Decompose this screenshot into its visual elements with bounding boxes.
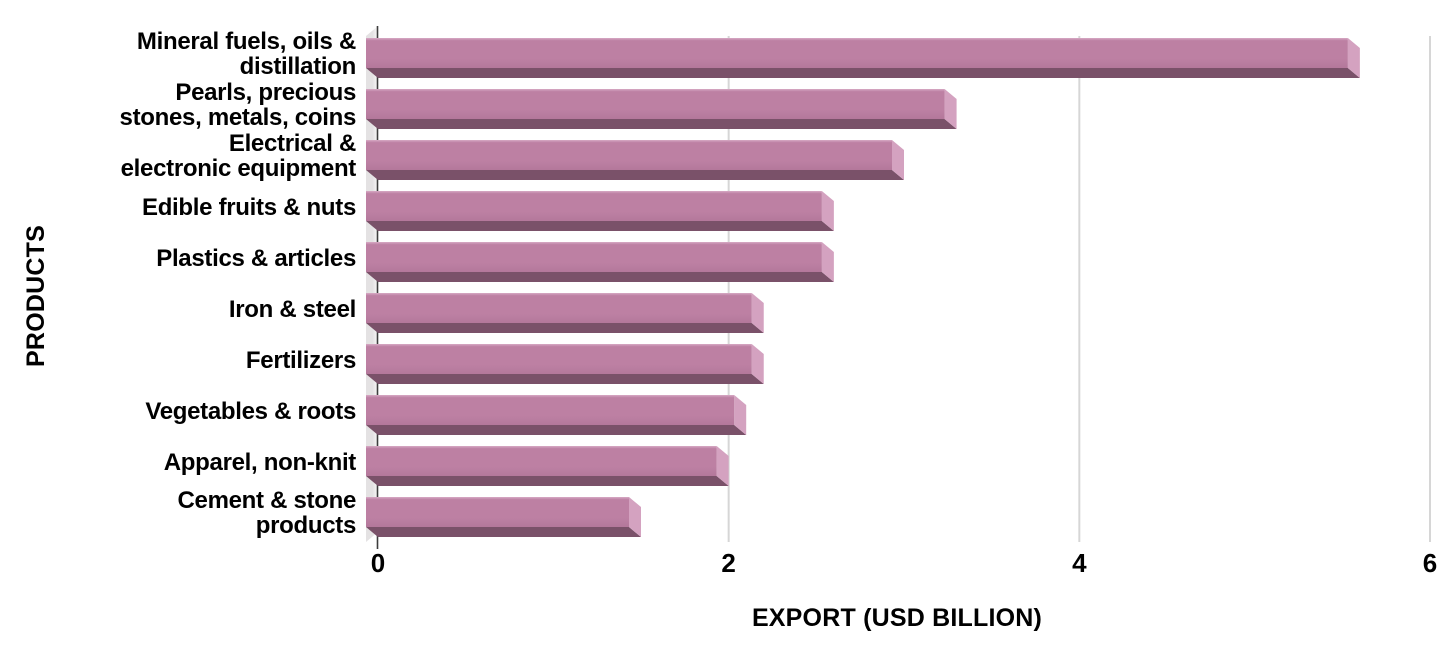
bar-end-face — [751, 293, 764, 333]
bar-bottom-face — [366, 323, 764, 333]
bar-end-face — [716, 446, 729, 486]
bar[interactable] — [366, 446, 729, 486]
bar[interactable] — [366, 395, 747, 435]
bar-front-face — [366, 395, 735, 425]
bar-front-face — [366, 140, 892, 170]
bar-bottom-face — [366, 272, 834, 282]
x-tick-labels: 0 2 4 6 — [371, 548, 1437, 578]
y-axis-title: PRODUCTS — [22, 225, 50, 367]
category-label: Edible fruits & nuts — [142, 194, 356, 221]
category-label: Plastics & articles — [156, 245, 356, 272]
x-tick-label: 4 — [1072, 548, 1087, 578]
bar-bottom-face — [366, 68, 1360, 78]
bar[interactable] — [366, 242, 834, 282]
bar-front-face — [366, 497, 629, 527]
bar-end-face — [1347, 38, 1360, 78]
x-tick-label: 6 — [1423, 548, 1437, 578]
bar[interactable] — [366, 38, 1360, 78]
bars — [366, 38, 1360, 537]
bar-bottom-face — [366, 527, 641, 537]
bar[interactable] — [366, 89, 957, 129]
bar[interactable] — [366, 191, 834, 231]
bar[interactable] — [366, 344, 764, 384]
category-label: Mineral fuels, oils & distillation — [137, 28, 356, 80]
bar-front-face — [366, 344, 752, 374]
category-label: Iron & steel — [229, 296, 356, 323]
category-label: Pearls, precious stones, metals, coins — [120, 79, 356, 131]
bar[interactable] — [366, 140, 904, 180]
x-tick-label: 2 — [721, 548, 735, 578]
bar-end-face — [734, 395, 747, 435]
bar-end-face — [891, 140, 904, 180]
x-axis-title: EXPORT (USD BILLION) — [752, 604, 1042, 632]
category-label: Cement & stone products — [178, 487, 357, 539]
bar-bottom-face — [366, 119, 957, 129]
bar-front-face — [366, 191, 822, 221]
bar-end-face — [821, 242, 834, 282]
bar-bottom-face — [366, 374, 764, 384]
bar[interactable] — [366, 497, 641, 537]
category-label: Fertilizers — [246, 347, 356, 374]
bar-end-face — [751, 344, 764, 384]
bar-front-face — [366, 38, 1348, 68]
bar-end-face — [821, 191, 834, 231]
bar-bottom-face — [366, 221, 834, 231]
category-label: Apparel, non-knit — [164, 449, 357, 476]
bar-front-face — [366, 293, 752, 323]
category-label: Vegetables & roots — [145, 398, 356, 425]
category-label: Electrical & electronic equipment — [121, 130, 357, 182]
bar-front-face — [366, 89, 945, 119]
bar-end-face — [944, 89, 957, 129]
category-labels: Mineral fuels, oils & distillationPearls,… — [120, 28, 357, 539]
bar-bottom-face — [366, 170, 904, 180]
bar[interactable] — [366, 293, 764, 333]
bar-front-face — [366, 446, 717, 476]
bar-bottom-face — [366, 425, 747, 435]
x-tick-label: 0 — [371, 548, 385, 578]
bar-end-face — [628, 497, 641, 537]
bar-front-face — [366, 242, 822, 272]
bar-bottom-face — [366, 476, 729, 486]
